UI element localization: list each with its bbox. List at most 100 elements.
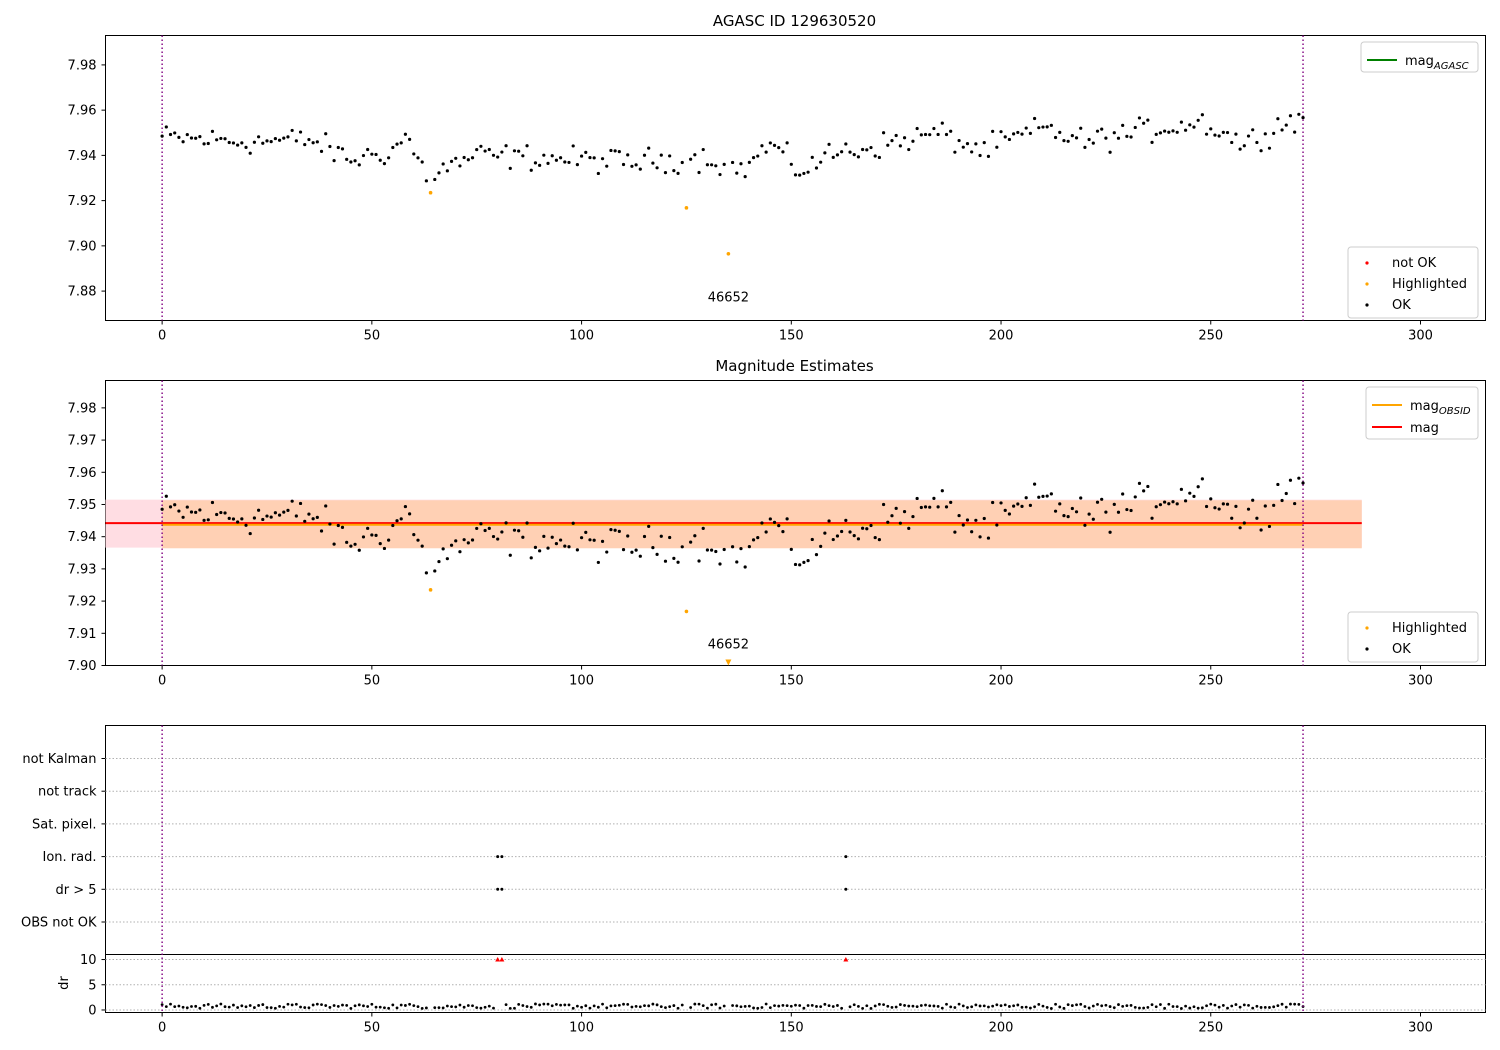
- y-tick-label: 7.98: [68, 401, 97, 416]
- ok-point: [1049, 492, 1053, 496]
- ok-point: [198, 508, 202, 512]
- dr-point: [282, 1005, 286, 1009]
- dr-point: [1146, 1005, 1150, 1009]
- x-tick-label: 100: [569, 1021, 594, 1036]
- ok-point: [869, 145, 873, 150]
- ok-point: [542, 534, 546, 538]
- dr-point: [1171, 1005, 1175, 1008]
- dr-point: [1217, 1005, 1221, 1009]
- dr-point: [1100, 1004, 1104, 1008]
- ok-point: [785, 141, 789, 145]
- ok-point: [244, 523, 248, 527]
- highlighted-point: [726, 251, 731, 256]
- dr-point: [445, 1004, 449, 1008]
- ok-point: [559, 538, 563, 542]
- dr-point: [857, 1004, 860, 1008]
- dr-point: [1192, 1005, 1196, 1009]
- dr-point: [605, 1006, 609, 1010]
- dr-point: [848, 1005, 852, 1009]
- agasc-points-legend: not OK Highlighted OK: [1347, 246, 1479, 319]
- ok-point: [408, 137, 412, 141]
- ok-point: [634, 163, 638, 167]
- ok-point: [206, 518, 210, 522]
- ok-point: [1003, 135, 1007, 139]
- ok-point: [961, 523, 965, 527]
- ok-point: [894, 133, 898, 138]
- dr-point: [286, 1002, 290, 1006]
- ok-point: [340, 147, 345, 151]
- ok-point: [659, 534, 663, 538]
- dr-point: [383, 1006, 386, 1010]
- ok-point: [1217, 507, 1221, 511]
- offscale-marker: [725, 659, 732, 666]
- ok-point: [567, 160, 571, 165]
- flags-plot-area: not Kalman not track Sat. pixel. Ion. rad. d…: [21, 725, 1486, 1036]
- ok-point: [282, 510, 286, 514]
- x-tick-label: 50: [364, 329, 381, 344]
- ok-point: [353, 542, 357, 546]
- dr-point: [1008, 1005, 1011, 1008]
- dr-point: [735, 1004, 739, 1008]
- dr-point: [517, 1003, 521, 1006]
- dr-point: [831, 1005, 835, 1008]
- dr-point: [177, 1004, 181, 1008]
- dr-point: [1003, 1003, 1007, 1007]
- ok-point: [1192, 494, 1196, 499]
- ok-point: [764, 150, 768, 154]
- dr-point: [747, 1004, 751, 1008]
- ok-point: [856, 155, 861, 159]
- ok-point: [1301, 481, 1305, 485]
- ok-point: [366, 147, 370, 152]
- ok-point: [345, 540, 349, 544]
- ok-point: [412, 532, 416, 537]
- ok-point: [739, 162, 743, 166]
- dr-point: [357, 1003, 361, 1007]
- dr-point: [1276, 1004, 1280, 1008]
- ok-point: [311, 517, 315, 521]
- dr-point: [903, 1004, 906, 1007]
- ok-point: [1301, 116, 1305, 120]
- ok-point: [215, 138, 219, 142]
- ok-point: [1058, 130, 1062, 134]
- x-tick-label: 300: [1408, 329, 1433, 344]
- ok-point: [873, 154, 877, 158]
- ok-point: [336, 145, 340, 150]
- ok-point: [789, 162, 793, 166]
- dr-point: [1205, 1004, 1208, 1008]
- dr-point: [651, 1002, 655, 1006]
- dr-point: [232, 1003, 235, 1007]
- ok-point: [751, 538, 756, 542]
- magnitude-plot-area: 0 50 100 150 200 250 300 7.90 7.91 7.92 7.93 7.94 7.…: [68, 380, 1486, 689]
- ok-point: [349, 544, 353, 548]
- ok-point: [294, 139, 298, 143]
- dr-point: [278, 1004, 281, 1008]
- dr-point: [575, 1004, 579, 1008]
- dr-point: [1213, 1003, 1217, 1007]
- ok-point: [1200, 113, 1204, 117]
- ok-point: [890, 514, 894, 518]
- dr-point: [563, 1003, 567, 1007]
- ok-point: [177, 509, 181, 513]
- ok-point: [500, 530, 504, 534]
- ok-point: [554, 158, 559, 162]
- dr-point: [223, 1005, 227, 1009]
- ok-point: [487, 526, 491, 530]
- ok-point: [504, 521, 508, 525]
- dr-point: [437, 1006, 441, 1010]
- dr-point: [840, 1006, 844, 1010]
- ok-point: [823, 151, 827, 155]
- x-tick-label: 100: [569, 329, 594, 344]
- dr-point: [1054, 1002, 1057, 1006]
- ok-point: [424, 571, 428, 575]
- dr-point: [1272, 1005, 1276, 1009]
- ok-point: [307, 512, 311, 516]
- dr-point: [1112, 1006, 1116, 1010]
- ok-point: [1091, 517, 1095, 521]
- legend-label: mag: [1410, 421, 1439, 436]
- dr-point: [1179, 1007, 1183, 1010]
- dr-point: [303, 1006, 307, 1009]
- ok-point: [517, 149, 521, 153]
- ok-point: [240, 517, 244, 521]
- dr-tick-label: 0: [88, 1003, 96, 1018]
- ok-point: [919, 133, 923, 137]
